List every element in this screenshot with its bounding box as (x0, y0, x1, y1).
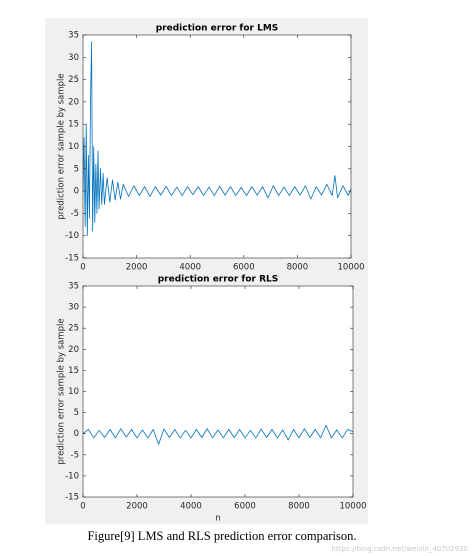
x-tick-label: 6000 (233, 263, 255, 273)
data-line (82, 41, 352, 237)
y-tick-label: 25 (68, 75, 79, 85)
y-tick-label: 10 (68, 142, 79, 152)
y-axis-label: prediction error sample by sample (57, 318, 67, 464)
x-tick-label: 0 (80, 263, 85, 273)
x-axis-label: n (215, 514, 220, 524)
y-tick-label: -5 (71, 209, 79, 219)
y-tick-label: 30 (68, 53, 79, 63)
y-tick-label: -15 (65, 493, 79, 503)
plot-area (83, 35, 351, 258)
y-axis-label: prediction error sample by sample (57, 73, 67, 219)
plot-area (83, 286, 353, 497)
x-tick-label: 8000 (288, 502, 310, 512)
chart-title: prediction error for LMS (156, 24, 279, 34)
x-tick-label: 2000 (126, 502, 148, 512)
y-tick-label: 20 (68, 345, 79, 355)
y-tick-label: -15 (65, 254, 79, 264)
y-tick-label: -10 (65, 231, 79, 241)
x-tick-label: 4000 (180, 502, 202, 512)
chart-title: prediction error for RLS (158, 275, 279, 285)
x-tick-label: 10000 (339, 502, 366, 512)
y-tick-label: 5 (74, 408, 79, 418)
y-tick-label: 30 (68, 303, 79, 313)
x-tick-label: 0 (80, 502, 85, 512)
x-tick-label: 2000 (126, 263, 148, 273)
y-tick-label: 15 (68, 366, 79, 376)
x-tick-label: 6000 (234, 502, 256, 512)
x-tick-label: 10000 (337, 263, 364, 273)
y-tick-label: 20 (68, 97, 79, 107)
y-tick-label: -5 (71, 450, 79, 460)
y-tick-label: -10 (65, 471, 79, 481)
data-line (82, 424, 354, 445)
y-tick-label: 10 (68, 387, 79, 397)
y-tick-label: 35 (68, 31, 79, 41)
y-tick-label: 15 (68, 120, 79, 130)
x-tick-label: 4000 (179, 263, 201, 273)
y-tick-label: 0 (74, 429, 79, 439)
y-tick-label: 35 (68, 282, 79, 292)
watermark: https://blog.csdn.net/weixin_40702920 (331, 545, 468, 553)
x-tick-label: 8000 (287, 263, 309, 273)
y-tick-label: 25 (68, 324, 79, 334)
y-tick-label: 5 (74, 164, 79, 174)
y-tick-label: 0 (74, 187, 79, 197)
caption: Figure[9] LMS and RLS prediction error c… (87, 529, 356, 543)
